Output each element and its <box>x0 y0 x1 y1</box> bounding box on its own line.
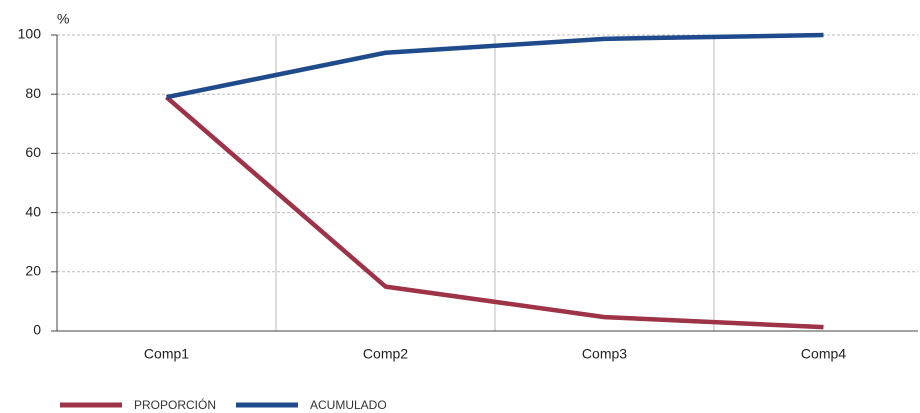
series-line <box>165 95 824 330</box>
y-tick-label: 20 <box>25 263 41 279</box>
y-tick-label: 0 <box>33 322 41 338</box>
legend-text: ACUMULADO <box>310 398 387 412</box>
y-tick-label: 100 <box>18 26 42 42</box>
y-tick-label: 40 <box>25 203 41 219</box>
x-tick-label: Comp2 <box>363 346 408 362</box>
x-tick-label: Comp4 <box>801 346 846 362</box>
x-tick-label: Comp1 <box>144 346 189 362</box>
legend-text: PROPORCIÓN <box>134 397 216 412</box>
y-tick-label: 60 <box>25 144 41 160</box>
x-tick-label: Comp3 <box>582 346 627 362</box>
y-tick-label: 80 <box>25 85 41 101</box>
y-axis-label: % <box>57 11 69 27</box>
series-line <box>166 32 824 100</box>
